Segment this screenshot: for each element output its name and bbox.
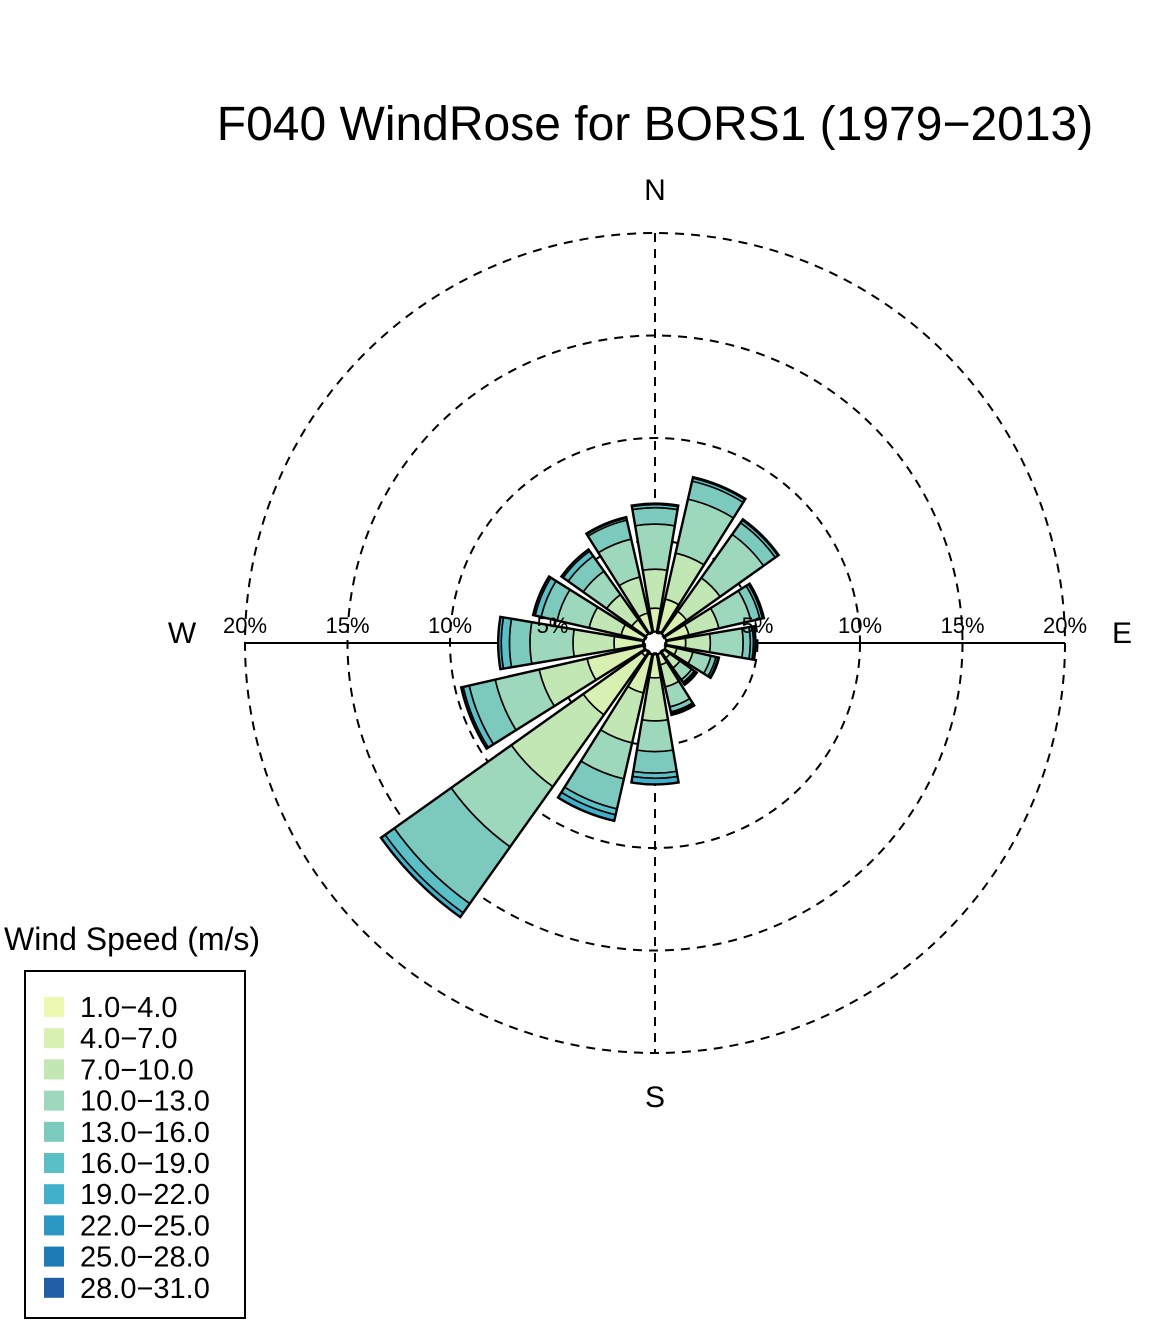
legend-label: 7.0−10.0 <box>80 1054 194 1086</box>
sector-SE <box>659 647 699 687</box>
ring-label-west-20: 20% <box>223 613 267 638</box>
legend-item: 7.0−10.0 <box>44 1054 194 1086</box>
legend-label: 10.0−13.0 <box>80 1086 210 1118</box>
legend-swatch <box>44 1028 64 1049</box>
sector-N-bin-5 <box>631 506 679 527</box>
sector-WSW-outline <box>459 644 648 751</box>
sector-W <box>496 615 646 671</box>
legend-swatch <box>44 997 64 1017</box>
ring-label-east-5: 5% <box>742 613 774 638</box>
legend-item: 25.0−28.0 <box>44 1242 210 1274</box>
chart-title: F040 WindRose for BORS1 (1979−2013) <box>217 98 1093 151</box>
legend-item: 16.0−19.0 <box>44 1148 210 1180</box>
legend-swatch <box>44 1090 64 1111</box>
legend-swatch <box>44 1246 64 1267</box>
legend-label: 28.0−31.0 <box>80 1273 210 1305</box>
calm-circle <box>643 631 667 655</box>
legend-swatch <box>44 1059 64 1080</box>
ring-label-west-10: 10% <box>428 613 472 638</box>
legend-item: 1.0−4.0 <box>44 992 178 1024</box>
legend-label: 16.0−19.0 <box>80 1148 210 1180</box>
legend-item: 28.0−31.0 <box>44 1273 210 1305</box>
sector-SSW-outline <box>556 650 654 823</box>
sector-NW <box>559 547 651 639</box>
legend-label: 1.0−4.0 <box>80 992 178 1024</box>
legend-item: 19.0−22.0 <box>44 1179 210 1211</box>
legend-swatch <box>44 1184 64 1205</box>
legend-box <box>24 970 246 1319</box>
sector-NE-outline <box>659 517 781 639</box>
legend-label: 25.0−28.0 <box>80 1242 210 1274</box>
wind-sectors <box>379 475 781 919</box>
sector-WSW <box>459 644 648 751</box>
legend-swatch <box>44 1215 64 1236</box>
ring-label-east-10: 10% <box>838 613 882 638</box>
legend-swatch <box>44 1277 64 1298</box>
compass-south-label: S <box>645 1081 665 1114</box>
legend-title: Wind Speed (m/s) <box>4 921 260 957</box>
legend-item: 4.0−7.0 <box>44 1023 178 1055</box>
sector-WNW <box>531 574 648 642</box>
legend-item: 13.0−16.0 <box>44 1117 210 1149</box>
compass-east-label: E <box>1112 617 1132 650</box>
legend-label: 19.0−22.0 <box>80 1179 210 1211</box>
legend-label: 22.0−25.0 <box>80 1210 210 1242</box>
ring-label-west-5: 5% <box>537 613 569 638</box>
legend-items: 1.0−4.04.0−7.07.0−10.010.0−13.013.0−16.0… <box>44 992 210 1305</box>
sector-WNW-outline <box>531 574 648 642</box>
sector-E <box>664 624 757 662</box>
sector-NNW <box>584 515 654 636</box>
sector-NNE <box>656 475 748 636</box>
ring-labels: 5% 5% 10% 10% 15% 15% 20% 20% <box>223 613 1087 638</box>
sector-W-bin-5 <box>508 617 533 669</box>
legend-label: 13.0−16.0 <box>80 1117 210 1149</box>
ring-label-east-20: 20% <box>1043 613 1087 638</box>
compass-west-label: W <box>168 617 197 650</box>
compass-north-label: N <box>644 174 666 207</box>
legend-item: 10.0−13.0 <box>44 1086 210 1118</box>
ring-label-east-15: 15% <box>940 613 984 638</box>
sector-S-bin-5 <box>632 749 678 774</box>
sector-E-outline <box>664 624 757 662</box>
ring-label-west-15: 15% <box>325 613 369 638</box>
legend-label: 4.0−7.0 <box>80 1023 178 1055</box>
legend-swatch <box>44 1121 64 1142</box>
sector-SW <box>379 647 651 919</box>
sector-SSW <box>556 650 654 823</box>
sector-S <box>630 652 680 786</box>
legend-item: 22.0−25.0 <box>44 1210 210 1242</box>
legend-swatch <box>44 1153 64 1173</box>
